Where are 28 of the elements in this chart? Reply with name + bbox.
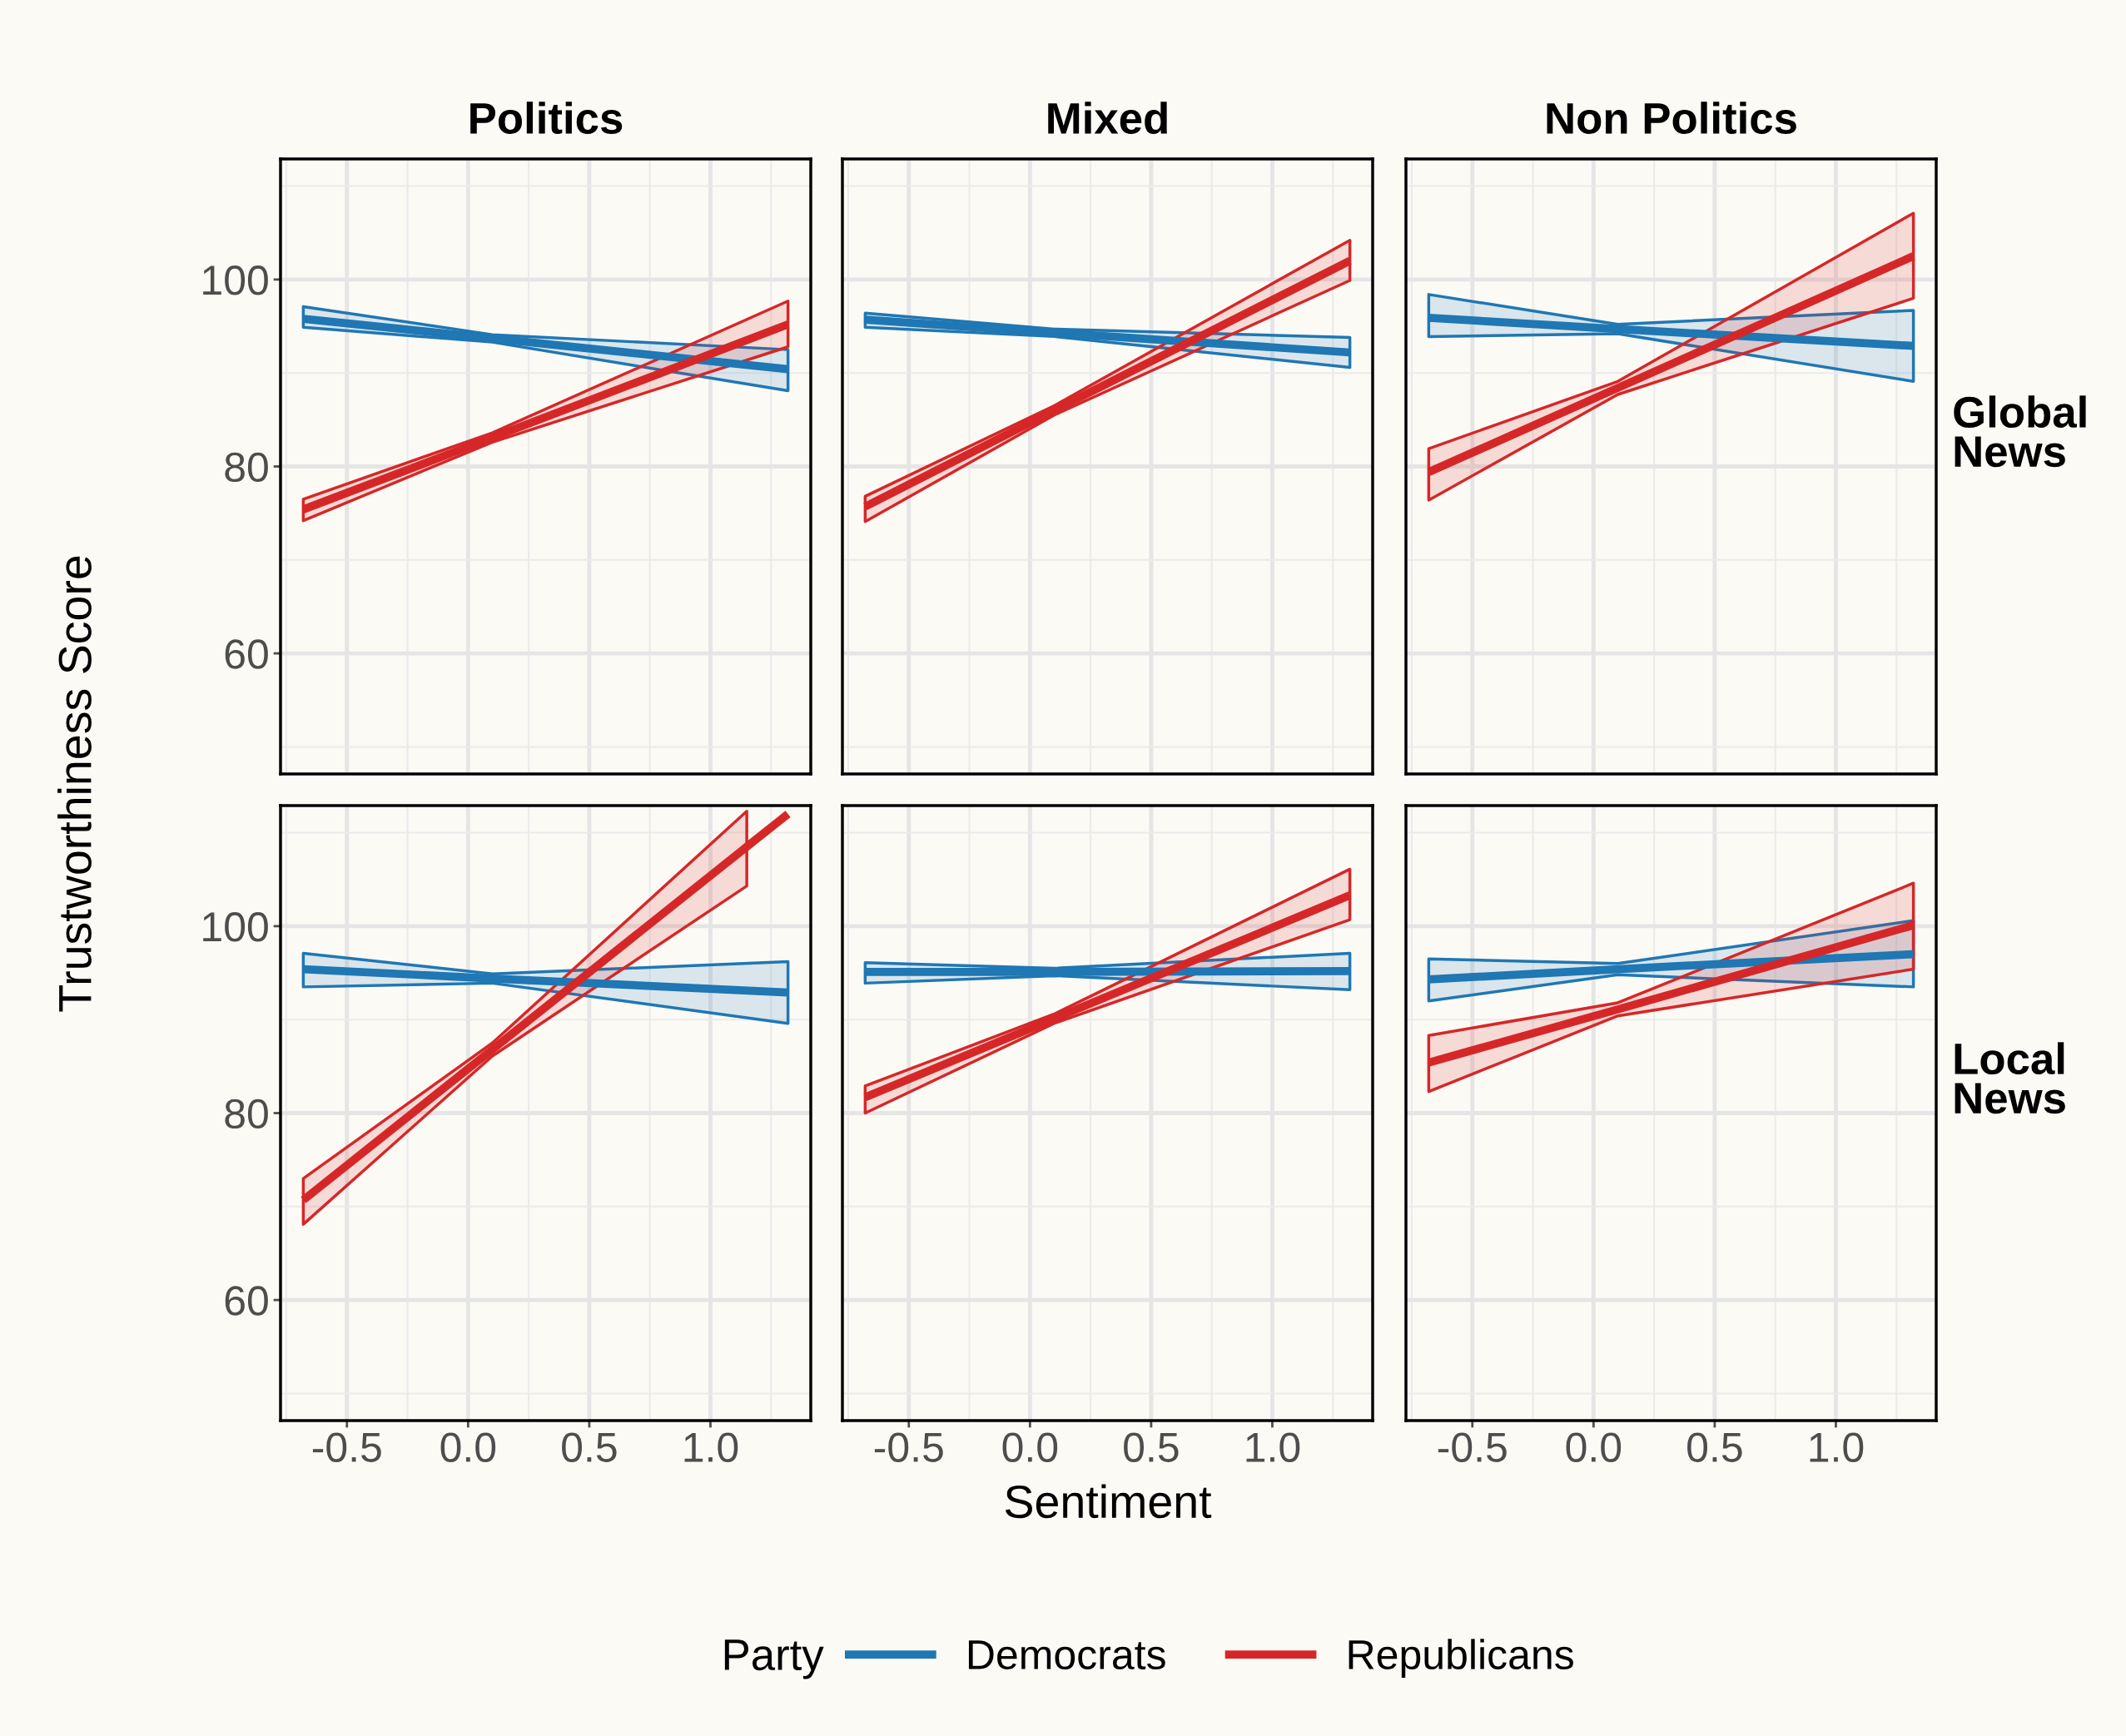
x-axis-title: Sentiment bbox=[1005, 1484, 1212, 1519]
y-tick-label: 60 bbox=[225, 639, 268, 669]
y-axis-title: Trustworthiness Score bbox=[57, 556, 92, 1012]
x-tick-label: 0.5 bbox=[1687, 1432, 1742, 1462]
x-tick-label: 1.0 bbox=[684, 1432, 738, 1462]
x-tick-label: -0.5 bbox=[1438, 1432, 1507, 1462]
x-tick-label: -0.5 bbox=[312, 1432, 381, 1462]
text: Global News bbox=[1954, 395, 2086, 468]
text: Local News bbox=[1955, 1042, 2065, 1114]
legend-title: Party bbox=[724, 1639, 824, 1679]
chart-title: Non Politics bbox=[1547, 102, 1796, 134]
x-tick-label: 0.0 bbox=[1002, 1432, 1058, 1462]
y-tick-label: 80 bbox=[225, 1099, 268, 1129]
legend-label: Republicans bbox=[1349, 1639, 1573, 1678]
x-tick-label: -0.5 bbox=[874, 1432, 943, 1462]
y-tick-label: 80 bbox=[225, 452, 268, 483]
chart-title: Politics bbox=[470, 102, 623, 134]
x-tick-label: 0.0 bbox=[1566, 1432, 1622, 1462]
y-tick-label: 100 bbox=[203, 265, 268, 295]
x-tick-label: 1.0 bbox=[1810, 1432, 1864, 1462]
x-tick-label: 0.0 bbox=[440, 1432, 496, 1462]
y-tick-label: 100 bbox=[203, 912, 268, 942]
y-tick-label: 60 bbox=[225, 1286, 268, 1316]
chart-title: Mixed bbox=[1048, 102, 1167, 134]
x-tick-label: 0.5 bbox=[1124, 1432, 1179, 1462]
x-tick-label: 0.5 bbox=[562, 1432, 617, 1462]
legend-label: Democrats bbox=[968, 1640, 1165, 1670]
x-tick-label: 1.0 bbox=[1246, 1432, 1300, 1462]
